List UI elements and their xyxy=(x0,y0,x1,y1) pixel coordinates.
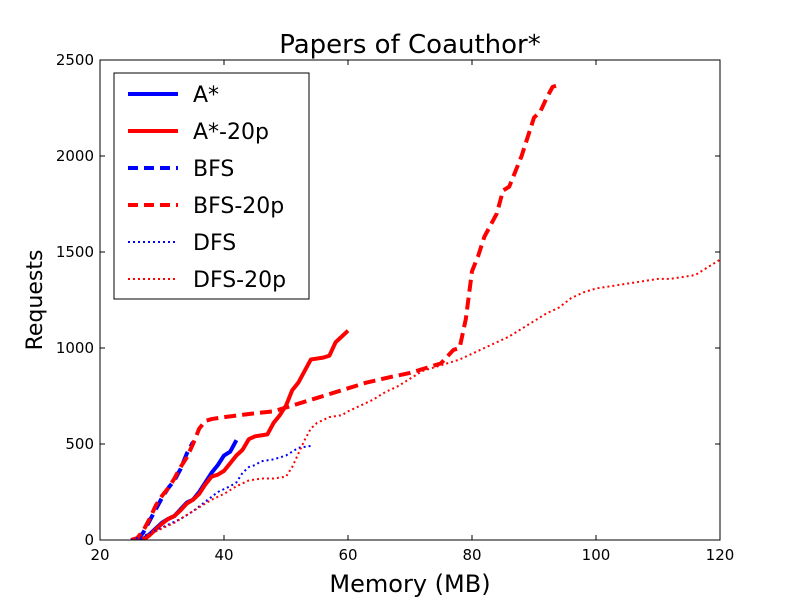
x-tick-label: 40 xyxy=(214,546,233,564)
y-tick-label: 2000 xyxy=(56,147,94,165)
x-tick-label: 120 xyxy=(706,546,735,564)
y-tick-label: 0 xyxy=(84,531,94,549)
legend-box xyxy=(113,72,310,300)
plot-area: 20 40 60 80 100 120 0 500 1000 1500 2000 2500 A* A*-2… xyxy=(56,51,735,564)
series-line-dfs-20p xyxy=(136,258,720,540)
legend-label: BFS xyxy=(193,157,234,182)
legend-label: DFS xyxy=(193,231,236,256)
x-tick-label: 60 xyxy=(338,546,357,564)
series-line-bfs-20p xyxy=(130,83,560,540)
y-tick-label: 500 xyxy=(65,435,94,453)
x-tick-label: 80 xyxy=(462,546,481,564)
plot-frame xyxy=(99,59,721,541)
legend-label: A*-20p xyxy=(193,120,269,145)
y-tick-label: 1000 xyxy=(56,339,94,357)
series-line-a-20p xyxy=(142,329,350,540)
legend-label: DFS-20p xyxy=(193,268,286,293)
x-tick-label: 20 xyxy=(90,546,109,564)
x-axis-label: Memory (MB) xyxy=(329,570,490,598)
x-tick-label: 100 xyxy=(582,546,611,564)
y-tick-label: 1500 xyxy=(56,243,94,261)
chart-title: Papers of Coauthor* xyxy=(279,30,541,60)
y-tick-label: 2500 xyxy=(56,51,94,69)
legend-label: A* xyxy=(193,83,219,108)
y-axis-label: Requests xyxy=(23,250,48,351)
legend-label: BFS-20p xyxy=(193,194,284,219)
